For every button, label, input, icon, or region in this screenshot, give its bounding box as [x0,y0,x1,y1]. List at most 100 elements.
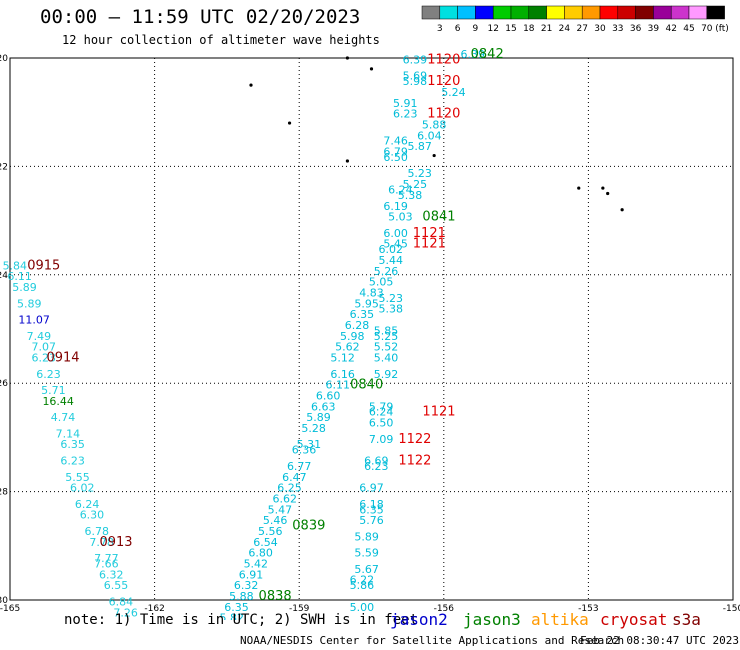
swh-value-label: 6.32 [234,579,259,592]
colorbar-tick-label: 6 [455,24,461,34]
swh-value-label: 6.00 [383,227,408,240]
swh-value-label: 5.12 [330,352,355,365]
swh-value-label: 6.35 [60,438,85,451]
island-marker [601,186,605,190]
swh-value-label: 6.97 [359,482,384,495]
swh-value-label: 5.47 [268,503,293,516]
swh-value-label: 7.26 [113,606,138,619]
swh-value-label: 5.84 [3,259,28,272]
swh-value-label: 5.38 [398,189,423,202]
pass-time-label: 1120 [427,74,460,89]
swh-value-label: 5.62 [335,341,360,354]
swh-value-label: 6.23 [31,352,56,365]
swh-value-label: 6.47 [282,471,307,484]
swh-value-label: 5.98 [340,330,365,343]
satellite-legend-item: jason3 [463,610,521,629]
colorbar-tick-label: 3 [437,24,443,34]
island-marker [345,159,349,163]
swh-value-label: 6.54 [253,536,278,549]
pass-time-label: 0913 [99,535,132,550]
swh-value-label: 7.46 [383,135,408,148]
colorbar-tick-label: 27 [576,24,587,34]
swh-value-label: 6.50 [383,151,408,164]
swh-value-label: 6.23 [393,108,418,121]
swh-value-label: 5.67 [354,563,379,576]
swh-value-label: 6.24 [388,184,413,197]
colorbar-unit-label: (ft) [715,24,729,34]
pass-time-label: 0839 [292,519,325,534]
swh-value-label: 5.56 [258,525,283,538]
longitude-tick-label: -153 [578,604,598,614]
colorbar-tick-label: 24 [559,24,571,34]
longitude-tick-label: -150 [723,604,740,614]
swh-value-label: 4.83 [359,286,384,299]
longitude-tick-label: -165 [0,604,20,614]
swh-value-label: 6.77 [287,460,312,473]
colorbar-tick-label: 33 [612,24,623,34]
swh-value-label: 5.59 [354,547,379,560]
swh-value-label: 5.95 [354,297,379,310]
latitude-tick-label: -26 [0,379,8,389]
colorbar-tick-label: 9 [473,24,479,34]
swh-value-label: 6.19 [383,200,408,213]
swh-value-label: 6.22 [350,574,375,587]
swh-value-label: 5.00 [350,601,375,614]
swh-value-label: 6.18 [359,498,384,511]
swh-value-label: 5.91 [393,97,418,110]
latitude-tick-label: -28 [0,488,8,498]
pass-time-label: 0841 [422,210,455,225]
swh-value-label: 5.26 [374,265,399,278]
longitude-tick-label: -162 [144,604,164,614]
pass-time-label: 1122 [398,454,431,469]
swh-value-label: 6.11 [326,379,351,392]
pass-time-label: 0840 [350,378,383,393]
swh-value-label: 6.32 [99,568,124,581]
colorbar-tick-label: 36 [630,24,642,34]
satellite-legend-item: s3a [672,610,701,629]
pass-time-label: 1120 [427,52,460,67]
swh-value-label: 5.38 [379,303,404,316]
page-subtitle: 12 hour collection of altimeter wave hei… [62,33,380,47]
latitude-tick-label: -30 [0,596,8,606]
island-marker [287,121,292,125]
swh-value-label: 5.40 [374,352,399,365]
swh-value-label: 6.60 [316,389,341,402]
colorbar-tick-label: 45 [683,24,694,34]
satellite-legend-item: jason2 [390,610,448,629]
colorbar-tick-label: 21 [541,24,552,34]
swh-value-label: 6.23 [36,368,61,381]
colorbar-tick-label: 39 [648,24,660,34]
swh-value-label: 5.23 [407,167,432,180]
pass-time-label: 1121 [413,237,446,252]
swh-value-label: 7.78 [89,536,114,549]
latitude-tick-label: -22 [0,162,8,172]
swh-value-label: 6.23 [364,460,389,473]
swh-value-label: 5.82 [219,612,244,620]
swh-value-label: 6.78 [85,525,110,538]
swh-value-label: 6.50 [369,417,394,430]
swh-value-label: 11.07 [18,314,50,327]
swh-value-label: 6.11 [7,270,32,283]
altimeter-map[interactable]: -165 -162 -159 -156 -153 -150 -20 -22 -24 -26 -28 -… [0,0,740,620]
swh-value-label: 5.03 [388,211,413,224]
island-marker [606,191,610,196]
swh-value-label: 16.44 [42,395,74,408]
island-marker [369,67,374,71]
swh-value-label: 5.31 [297,438,322,451]
swh-value-label: 5.46 [263,514,288,527]
swh-value-label: 6.25 [277,482,302,495]
swh-value-label: 6.35 [350,308,375,321]
swh-value-label: 6.79 [383,146,408,159]
swh-value-label: 7.77 [94,552,119,565]
swh-value-label: 6.63 [311,400,336,413]
pass-time-label: 1121 [422,405,455,420]
swh-value-label: 5.69 [403,70,428,83]
colorbar-tick-label: 15 [505,24,516,34]
swh-value-label: 6.91 [239,568,264,581]
swh-value-label: 6.39 [403,53,428,66]
island-marker [620,208,624,212]
swh-value-label: 6.35 [359,503,384,516]
swh-value-label: 5.79 [369,400,394,413]
swh-value-label: 5.88 [229,590,254,603]
swh-value-label: 6.02 [379,243,404,256]
